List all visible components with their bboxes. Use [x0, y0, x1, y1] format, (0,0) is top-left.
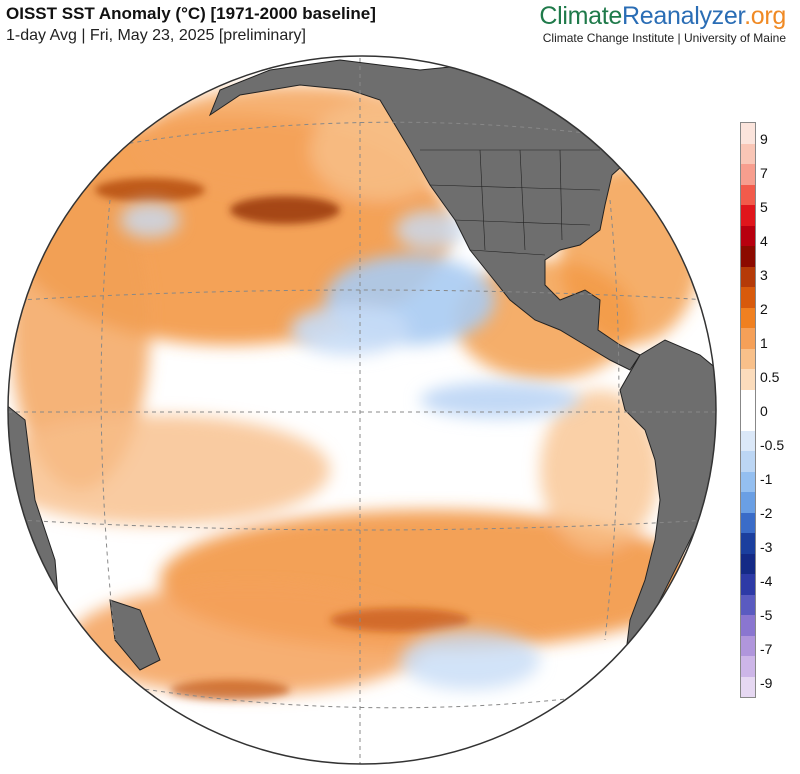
color-scale-label: 0 — [760, 403, 768, 419]
color-scale-segment — [741, 574, 755, 595]
brand-logo-part-reanalyzer: Reanalyzer — [622, 2, 745, 30]
color-scale-segment — [741, 492, 755, 513]
color-scale-segment — [741, 430, 755, 451]
political-borders — [420, 149, 601, 256]
color-scale-segment — [741, 287, 755, 308]
cool-anomaly-regions — [120, 202, 580, 690]
color-scale-label: -3 — [760, 539, 773, 555]
color-scale-label: 5 — [760, 199, 768, 215]
graticule — [8, 56, 716, 764]
color-scale-segment — [741, 348, 755, 369]
color-scale-label: -5 — [760, 607, 773, 623]
color-scale-label: -0.5 — [760, 437, 785, 453]
color-scale-segment — [741, 533, 755, 554]
brand-logo-part-org: .org — [744, 2, 786, 30]
brand-logo[interactable]: ClimateReanalyzer.org — [539, 2, 786, 31]
color-scale-segment — [741, 307, 755, 328]
color-scale-label: 0.5 — [760, 369, 780, 385]
color-scale-segment — [741, 328, 755, 349]
color-scale-segment — [741, 205, 755, 226]
color-scale-segment — [741, 594, 755, 615]
color-scale-segment — [741, 143, 755, 164]
color-scale-label: 1 — [760, 335, 768, 351]
color-scale-label: -9 — [760, 675, 773, 691]
color-scale-label: 2 — [760, 301, 768, 317]
color-scale-segment — [741, 512, 755, 533]
color-scale-segment — [741, 225, 755, 246]
color-scale-segment — [741, 471, 755, 492]
color-scale-segment — [741, 410, 755, 431]
color-scale-segment — [741, 553, 755, 574]
color-scale-segment — [741, 369, 755, 390]
color-scale-segment — [741, 389, 755, 410]
color-scale-label: -7 — [760, 641, 773, 657]
color-scale-label: -1 — [760, 471, 773, 487]
color-scale-segment — [741, 451, 755, 472]
color-scale-label: 4 — [760, 233, 768, 249]
color-scale-label: -2 — [760, 505, 773, 521]
color-scale-segment — [741, 246, 755, 267]
organization-line: Climate Change Institute | University of… — [542, 31, 786, 45]
color-scale-segment — [741, 615, 755, 636]
strong-warm-anomaly-patches — [95, 178, 470, 700]
color-scale-segment — [741, 635, 755, 656]
color-scale-label: 3 — [760, 267, 768, 283]
color-scale-label: -4 — [760, 573, 773, 589]
warm-anomaly-regions — [8, 85, 700, 695]
map-title: OISST SST Anomaly (°C) [1971-2000 baseli… — [6, 4, 376, 23]
brand-logo-part-climate: Climate — [539, 2, 623, 30]
color-scale-segment — [741, 656, 755, 677]
color-scale-segment — [741, 164, 755, 185]
globe-outline — [7, 55, 717, 765]
map-subtitle: 1-day Avg | Fri, May 23, 2025 [prelimina… — [6, 27, 306, 44]
color-scale-labels: 9 7 5 4 3 2 1 0.5 0 -0.5 -1 -2 -3 -4 -5 -7 -9 — [760, 122, 800, 696]
color-scale-segment — [741, 266, 755, 287]
color-scale-bar — [740, 122, 756, 698]
color-scale-label: 7 — [760, 165, 768, 181]
color-scale-label: 9 — [760, 131, 768, 147]
color-scale-segment — [741, 123, 755, 144]
color-scale-segment — [741, 676, 755, 697]
color-scale-segment — [741, 184, 755, 205]
